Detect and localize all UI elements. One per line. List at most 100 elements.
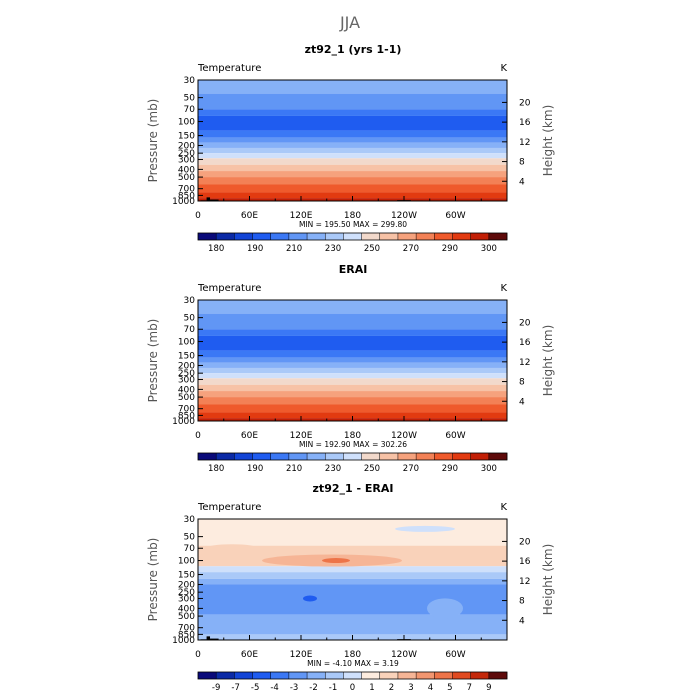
ytick-label: 1000 <box>172 636 195 646</box>
min-max-stats: MIN = -4.10 MAX = 3.19 <box>307 659 399 668</box>
colorbar-label: 180 <box>208 244 224 254</box>
colorbar-segment <box>470 453 490 460</box>
ytick-right-label: 8 <box>519 158 525 168</box>
ytick-label: 400 <box>178 165 195 175</box>
xtick-label: 120W <box>391 211 417 221</box>
contour-band-13 <box>198 397 507 405</box>
colorbar-segment <box>361 233 381 240</box>
ytick-label: 150 <box>178 132 195 142</box>
terrain-3 <box>210 638 219 640</box>
colorbar-segment <box>397 453 417 460</box>
ytick-right-label: 12 <box>519 138 530 148</box>
colorbar-segment <box>325 453 344 460</box>
panel-title: ERAI <box>339 263 368 276</box>
colorbar-label: 190 <box>247 464 263 474</box>
ytick-right-label: 4 <box>519 397 525 407</box>
ytick-label: 850 <box>178 191 195 201</box>
contour-band-7 <box>198 362 507 368</box>
colorbar-segment <box>270 672 290 679</box>
ytick-label: 30 <box>184 76 196 86</box>
ytick-right-label: 8 <box>519 597 525 607</box>
colorbar-segment <box>452 233 471 240</box>
colorbar-segment <box>470 233 490 240</box>
colorbar-label: 250 <box>364 464 380 474</box>
ytick-right-label: 12 <box>519 577 530 587</box>
colorbar-segment <box>216 453 235 460</box>
ytick-label: 100 <box>178 338 195 348</box>
contour-band-12 <box>198 391 507 398</box>
colorbar-label: 210 <box>286 244 302 254</box>
min-max-stats: MIN = 192.90 MAX = 302.26 <box>299 440 407 449</box>
xtick-label: 60E <box>241 211 258 221</box>
colorbar-segment <box>397 672 417 679</box>
colorbar-label: 4 <box>428 683 433 693</box>
panel-left-label: Temperature <box>197 502 261 513</box>
warm-anomaly-west <box>206 544 258 553</box>
colorbar-segment <box>252 453 272 460</box>
contour-band-5 <box>198 350 507 358</box>
terrain-3 <box>210 199 219 201</box>
contour-band-2 <box>198 313 507 330</box>
colorbar-segment <box>488 672 508 679</box>
colorbar-segment <box>307 233 326 240</box>
colorbar-segment <box>452 672 471 679</box>
ytick-right-label: 16 <box>519 118 531 128</box>
contour-band-14 <box>198 184 507 193</box>
contour-band-7 <box>198 142 507 148</box>
xtick-label: 120W <box>391 650 417 660</box>
colorbar-frame <box>197 671 508 680</box>
ytick-right-label: 20 <box>519 98 531 108</box>
ytick-label: 200 <box>178 361 195 371</box>
panel-units-label: K <box>500 502 507 513</box>
colorbar-segment <box>288 233 308 240</box>
colorbar-segment <box>270 233 290 240</box>
colorbar-label: 290 <box>442 464 458 474</box>
xtick-label: 0 <box>195 650 201 660</box>
ylabel-height: Height (km) <box>541 325 555 396</box>
contour-band-5 <box>198 578 507 585</box>
colorbar-label: 210 <box>286 464 302 474</box>
panel-left-label: Temperature <box>197 63 261 74</box>
colorbar-label: 180 <box>208 464 224 474</box>
ytick-label: 50 <box>184 314 196 324</box>
xtick-label: 0 <box>195 431 201 441</box>
xtick-label: 120W <box>391 431 417 441</box>
colorbar-segment <box>416 453 435 460</box>
panel-units-label: K <box>500 63 507 74</box>
xtick-label: 60W <box>445 211 465 221</box>
xtick-label: 180 <box>344 211 361 221</box>
colorbar-label: 2 <box>389 683 394 693</box>
contour-band-3 <box>198 109 507 116</box>
colorbar-segment <box>452 453 471 460</box>
colorbar-label: 270 <box>403 464 419 474</box>
colorbar-segment <box>434 672 453 679</box>
ytick-right-label: 12 <box>519 358 530 368</box>
contour-band-4 <box>198 115 507 131</box>
colorbar-label: -1 <box>329 683 337 693</box>
colorbar-segment <box>288 672 308 679</box>
min-max-stats: MIN = 195.50 MAX = 299.80 <box>299 220 407 229</box>
colorbar-segment <box>252 672 272 679</box>
contour-band-15 <box>198 412 507 419</box>
ytick-label: 700 <box>178 405 195 415</box>
ytick-label: 850 <box>178 630 195 640</box>
colorbar-segment <box>434 453 453 460</box>
ytick-label: 850 <box>178 411 195 421</box>
contour-band-11 <box>198 164 507 172</box>
ylabel-pressure: Pressure (mb) <box>146 319 160 403</box>
xtick-label: 0 <box>195 211 201 221</box>
panel-left-label: Temperature <box>197 283 261 294</box>
ytick-label: 150 <box>178 571 195 581</box>
cool-anomaly-top <box>395 525 455 532</box>
colorbar-segment <box>198 233 217 240</box>
contour-band-7 <box>198 614 507 635</box>
ytick-label: 500 <box>178 393 195 403</box>
ytick-label: 700 <box>178 624 195 634</box>
cool-anomaly-lower <box>427 598 463 619</box>
colorbar-segment <box>198 672 217 679</box>
colorbar-segment <box>234 672 253 679</box>
